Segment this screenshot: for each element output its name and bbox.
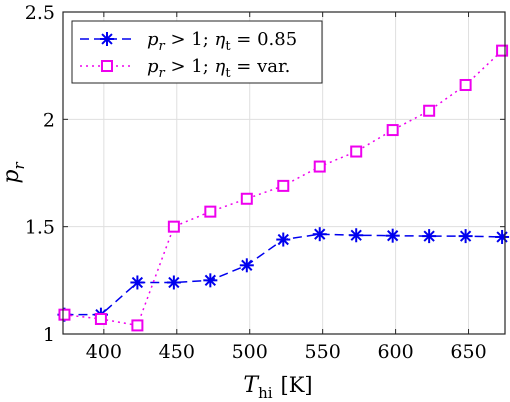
y-tick-label: 1.5 (25, 217, 55, 239)
data-point (58, 308, 71, 321)
data-point (459, 78, 472, 91)
y-tick-label: 2.5 (25, 2, 55, 24)
y-tick-label: 1 (43, 324, 55, 346)
plot-frame (62, 11, 506, 335)
legend-swatch-marker (101, 60, 113, 72)
legend-label: pr > 1; ηt = var. (147, 56, 290, 81)
data-point (423, 104, 436, 117)
series-1 (57, 227, 510, 322)
data-point (350, 145, 363, 158)
data-point (203, 273, 218, 288)
data-point (276, 232, 291, 247)
data-point (495, 229, 510, 244)
data-point (458, 229, 473, 244)
data-point (496, 44, 509, 57)
data-point (239, 258, 254, 273)
series-layer (57, 44, 510, 332)
data-point (386, 124, 399, 137)
x-tick-label: 550 (305, 341, 341, 363)
data-point (312, 227, 327, 242)
data-point (130, 275, 145, 290)
x-tick-label: 400 (86, 341, 122, 363)
data-point (167, 220, 180, 233)
y-tick-label: 2 (43, 109, 55, 131)
legend-label: pr > 1; ηt = 0.85 (147, 29, 297, 54)
x-tick-label: 600 (377, 341, 413, 363)
legend-swatch-marker (100, 32, 114, 46)
data-point (94, 312, 107, 325)
x-tick-label: 450 (159, 341, 195, 363)
data-point (131, 319, 144, 332)
x-tick-label: 500 (232, 341, 268, 363)
data-point (349, 228, 364, 243)
data-point (166, 275, 181, 290)
x-axis-label: Thi [K] (243, 373, 312, 402)
legend-entry: pr > 1; ηt = 0.85 (80, 29, 297, 54)
legend-entry: pr > 1; ηt = var. (80, 56, 290, 81)
series-2 (58, 44, 509, 332)
data-point (240, 192, 253, 205)
data-point (422, 229, 437, 244)
y-axis-label: pr (0, 162, 28, 184)
x-tick-label: 650 (450, 341, 486, 363)
tick-layer: 400 450 500 550 600 650 1 1.5 2 2.5 (25, 2, 505, 363)
data-point (385, 228, 400, 243)
data-point (204, 205, 217, 218)
data-point (313, 160, 326, 173)
data-point (277, 179, 290, 192)
legend-box (71, 20, 323, 84)
